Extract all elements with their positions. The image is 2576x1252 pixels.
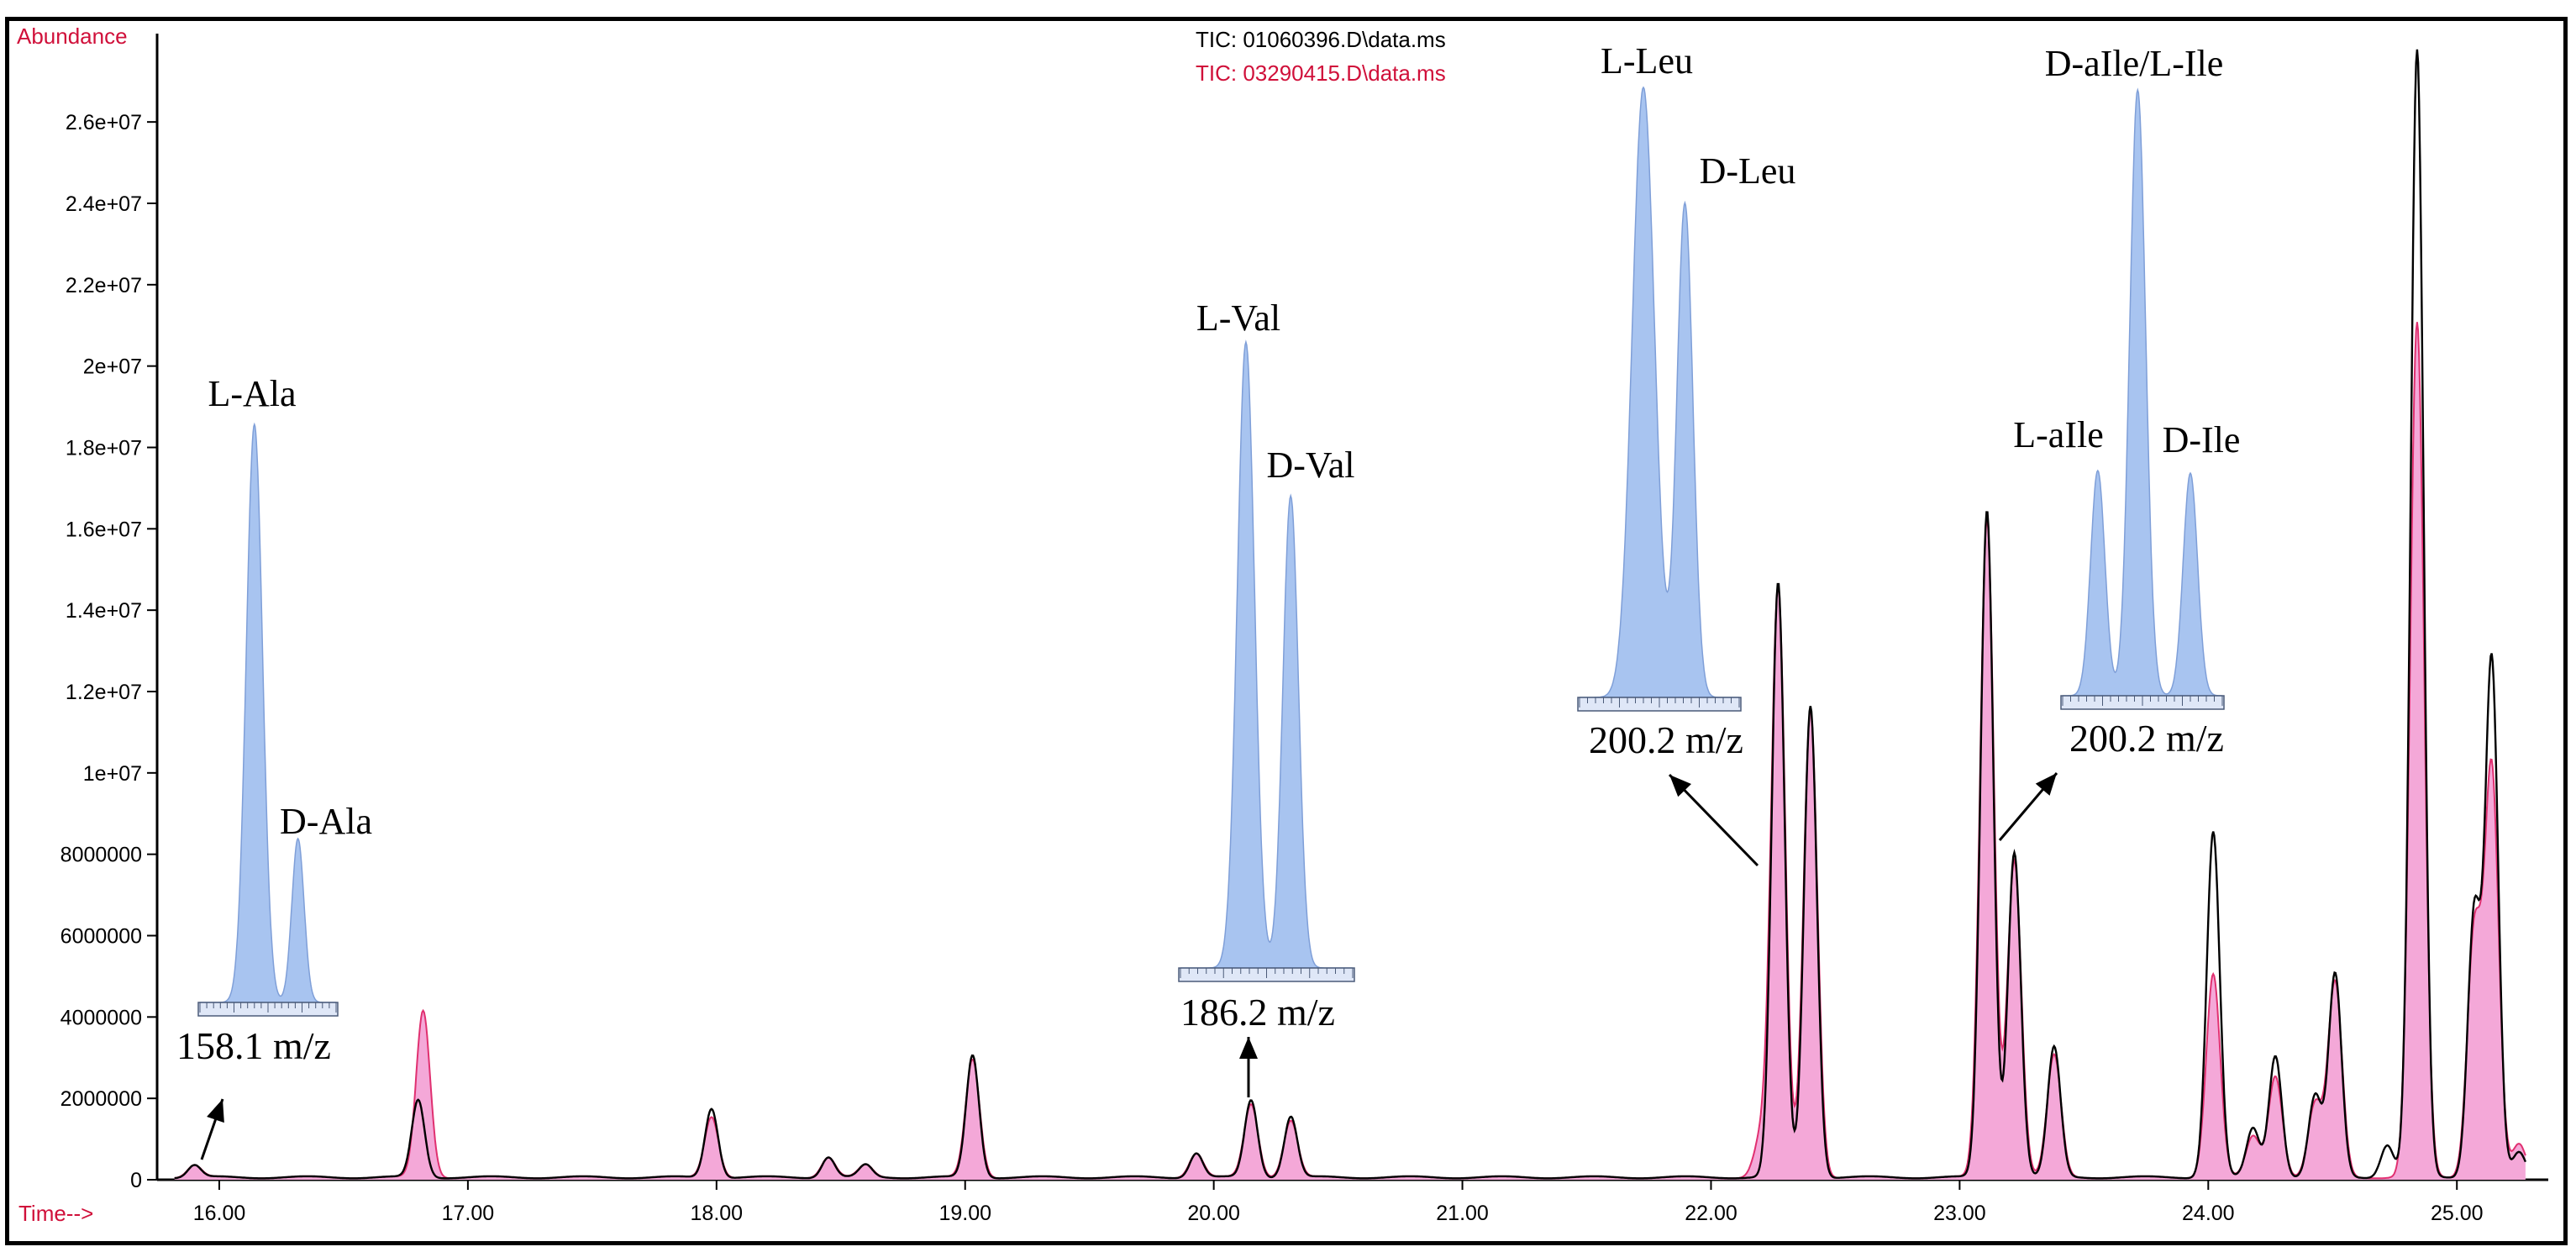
- peak-label: L-aIle: [2013, 414, 2103, 455]
- x-tick-label: 18.00: [691, 1202, 744, 1225]
- legend-entry-2: TIC: 03290415.D\data.ms: [1196, 60, 1446, 86]
- x-tick-label: 16.00: [193, 1202, 246, 1225]
- x-tick-label: 20.00: [1187, 1202, 1240, 1225]
- inset-trace: [2063, 87, 2222, 697]
- mz-label: 200.2 m/z: [1589, 718, 1743, 761]
- y-tick-label: 1.6e+07: [66, 518, 142, 541]
- y-tick-label: 1.2e+07: [66, 681, 142, 704]
- peak-label: D-aIle/L-Ile: [2045, 43, 2224, 84]
- y-tick-label: 1.4e+07: [66, 599, 142, 623]
- y-tick-label: 2.6e+07: [66, 111, 142, 134]
- x-tick-label: 23.00: [1933, 1202, 1986, 1225]
- inset-4: L-aIle D-aIle/L-Ile D-Ile 200.2 m/z: [2013, 43, 2240, 760]
- x-axis-title: Time-->: [18, 1201, 93, 1226]
- peak-label: D-Ile: [2163, 419, 2241, 460]
- y-tick-label: 6000000: [60, 924, 142, 948]
- x-tick-label: 22.00: [1685, 1202, 1737, 1225]
- peak-label: D-Leu: [1700, 150, 1796, 192]
- arrow-4: [1998, 772, 2058, 841]
- y-tick-label: 2.4e+07: [66, 192, 142, 216]
- legend-entry-1: TIC: 01060396.D\data.ms: [1196, 27, 1446, 52]
- y-tick-label: 4000000: [60, 1006, 142, 1029]
- inset-1: L-Ala D-Ala 158.1 m/z: [176, 373, 372, 1067]
- y-tick-label: 0: [130, 1169, 142, 1192]
- arrow-3: [1668, 773, 1759, 867]
- x-tick-label: 17.00: [442, 1202, 495, 1225]
- peak-label: L-Leu: [1601, 40, 1693, 82]
- arrow-1: [200, 1098, 224, 1160]
- x-tick-label: 25.00: [2431, 1202, 2484, 1225]
- y-tick-label: 2.2e+07: [66, 274, 142, 297]
- y-tick-label: 1.8e+07: [66, 436, 142, 460]
- chart-frame: [5, 17, 2568, 1245]
- inset-3: L-Leu D-Leu 200.2 m/z: [1577, 40, 1796, 761]
- ticks-layer: 16.00 17.00 18.00 19.00 20.00 21.00 22.00 23.00…: [60, 111, 2484, 1225]
- series-1-line: [174, 49, 2527, 1180]
- inset-trace: [1180, 339, 1353, 969]
- y-tick-label: 1e+07: [83, 762, 142, 786]
- inset-2: L-Val D-Val 186.2 m/z: [1178, 297, 1355, 1034]
- series-layer: [174, 49, 2527, 1180]
- x-tick-label: 21.00: [1436, 1202, 1489, 1225]
- x-tick-label: 24.00: [2182, 1202, 2235, 1225]
- y-tick-label: 2000000: [60, 1087, 142, 1111]
- mz-label: 186.2 m/z: [1180, 991, 1335, 1034]
- mz-label: 200.2 m/z: [2069, 717, 2224, 760]
- arrow-2: [1239, 1037, 1258, 1097]
- x-tick-label: 19.00: [938, 1202, 991, 1225]
- peak-label: L-Ala: [208, 373, 296, 414]
- inset-trace: [1580, 86, 1739, 698]
- peak-label: D-Val: [1266, 445, 1354, 486]
- inset-trace: [200, 422, 336, 1003]
- y-tick-label: 2e+07: [83, 355, 142, 379]
- y-tick-label: 8000000: [60, 844, 142, 867]
- y-axis-title: Abundance: [17, 24, 128, 49]
- peak-label: L-Val: [1196, 297, 1280, 339]
- peak-label: D-Ala: [280, 801, 372, 842]
- mz-label: 158.1 m/z: [176, 1024, 331, 1067]
